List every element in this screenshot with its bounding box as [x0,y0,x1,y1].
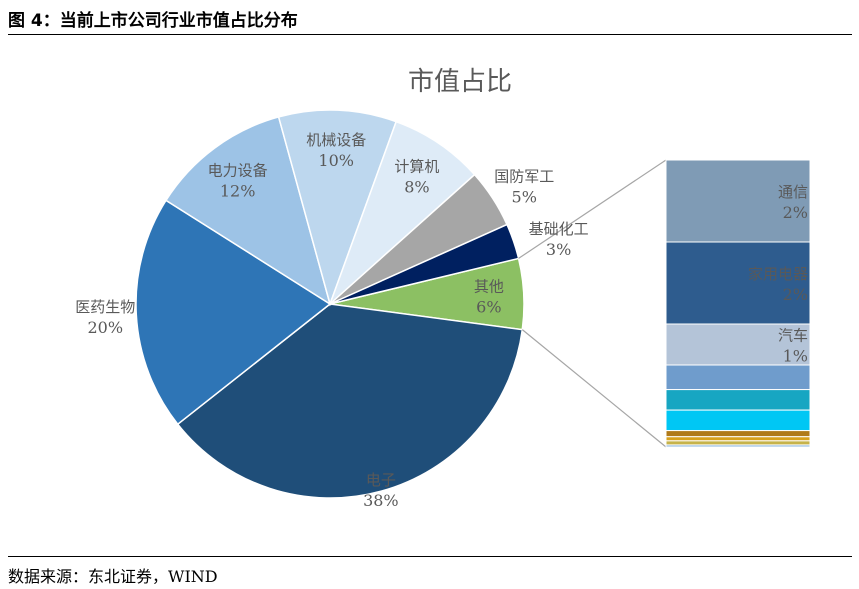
slice-percent-0: 6% [476,298,501,317]
slice-percent-1: 38% [363,491,399,510]
breakdown-segment-2 [665,323,811,366]
breakdown-label-1: 家用电器 [748,265,808,283]
slice-label-0: 其他 [474,278,504,296]
slice-label-6: 国防军工 [494,168,554,186]
slice-label-3: 电力设备 [208,161,268,179]
breakdown-segment-3 [665,364,811,391]
breakdown-percent-0: 2% [783,203,808,222]
chart-title: 市值占比 [408,67,512,97]
breakdown-label-2: 汽车 [778,327,808,345]
pie-slice-5 [329,120,476,305]
pie-slice-1 [176,303,524,499]
breakdown-bar: 通信 2% 家用电器 2% 汽车 1% [665,159,811,448]
source-note: 数据来源：东北证券，WIND [8,567,218,586]
breakdown-segment-0 [665,159,811,243]
slice-percent-5: 8% [404,177,429,196]
breakdown-segment-9 [665,444,811,448]
slice-percent-2: 20% [87,318,123,337]
data-labels: 其他 6% 电子 38% 医药生物 20% 电力设备 12% 机械设备 10% 计算机 8% 国防军工 5… [75,131,588,510]
slice-label-2: 医药生物 [75,298,135,316]
pie-slice-2 [135,199,332,426]
breakdown-percent-1: 2% [783,285,808,304]
pie-slice-4 [277,109,398,307]
slice-percent-6: 5% [512,188,537,207]
breakdown-segment-7 [665,436,811,442]
breakdown-segment-8 [665,440,811,446]
bottom-rule [8,556,852,557]
breakdown-segment-1 [665,241,811,325]
figure-title: 图 4：当前上市公司行业市值占比分布 [8,11,298,31]
slice-percent-4: 10% [318,151,354,170]
top-rule [8,34,852,35]
breakdown-segment-6 [665,430,811,438]
breakdown-segment-5 [665,409,811,432]
slice-label-5: 计算机 [394,157,439,175]
slice-percent-7: 3% [546,240,571,259]
slice-label-4: 机械设备 [306,131,366,149]
slice-percent-3: 12% [220,181,256,200]
connector-top [518,159,667,259]
pie-slices [135,109,525,499]
slice-label-1: 电子 [366,471,396,489]
connector-bottom [521,329,667,448]
breakdown-label-0: 通信 [778,183,808,201]
breakdown-percent-2: 1% [783,347,808,366]
slice-label-7: 基础化工 [529,220,589,238]
breakdown-connectors [518,159,667,448]
breakdown-segment-4 [665,389,811,411]
pie-slice-3 [164,116,332,306]
